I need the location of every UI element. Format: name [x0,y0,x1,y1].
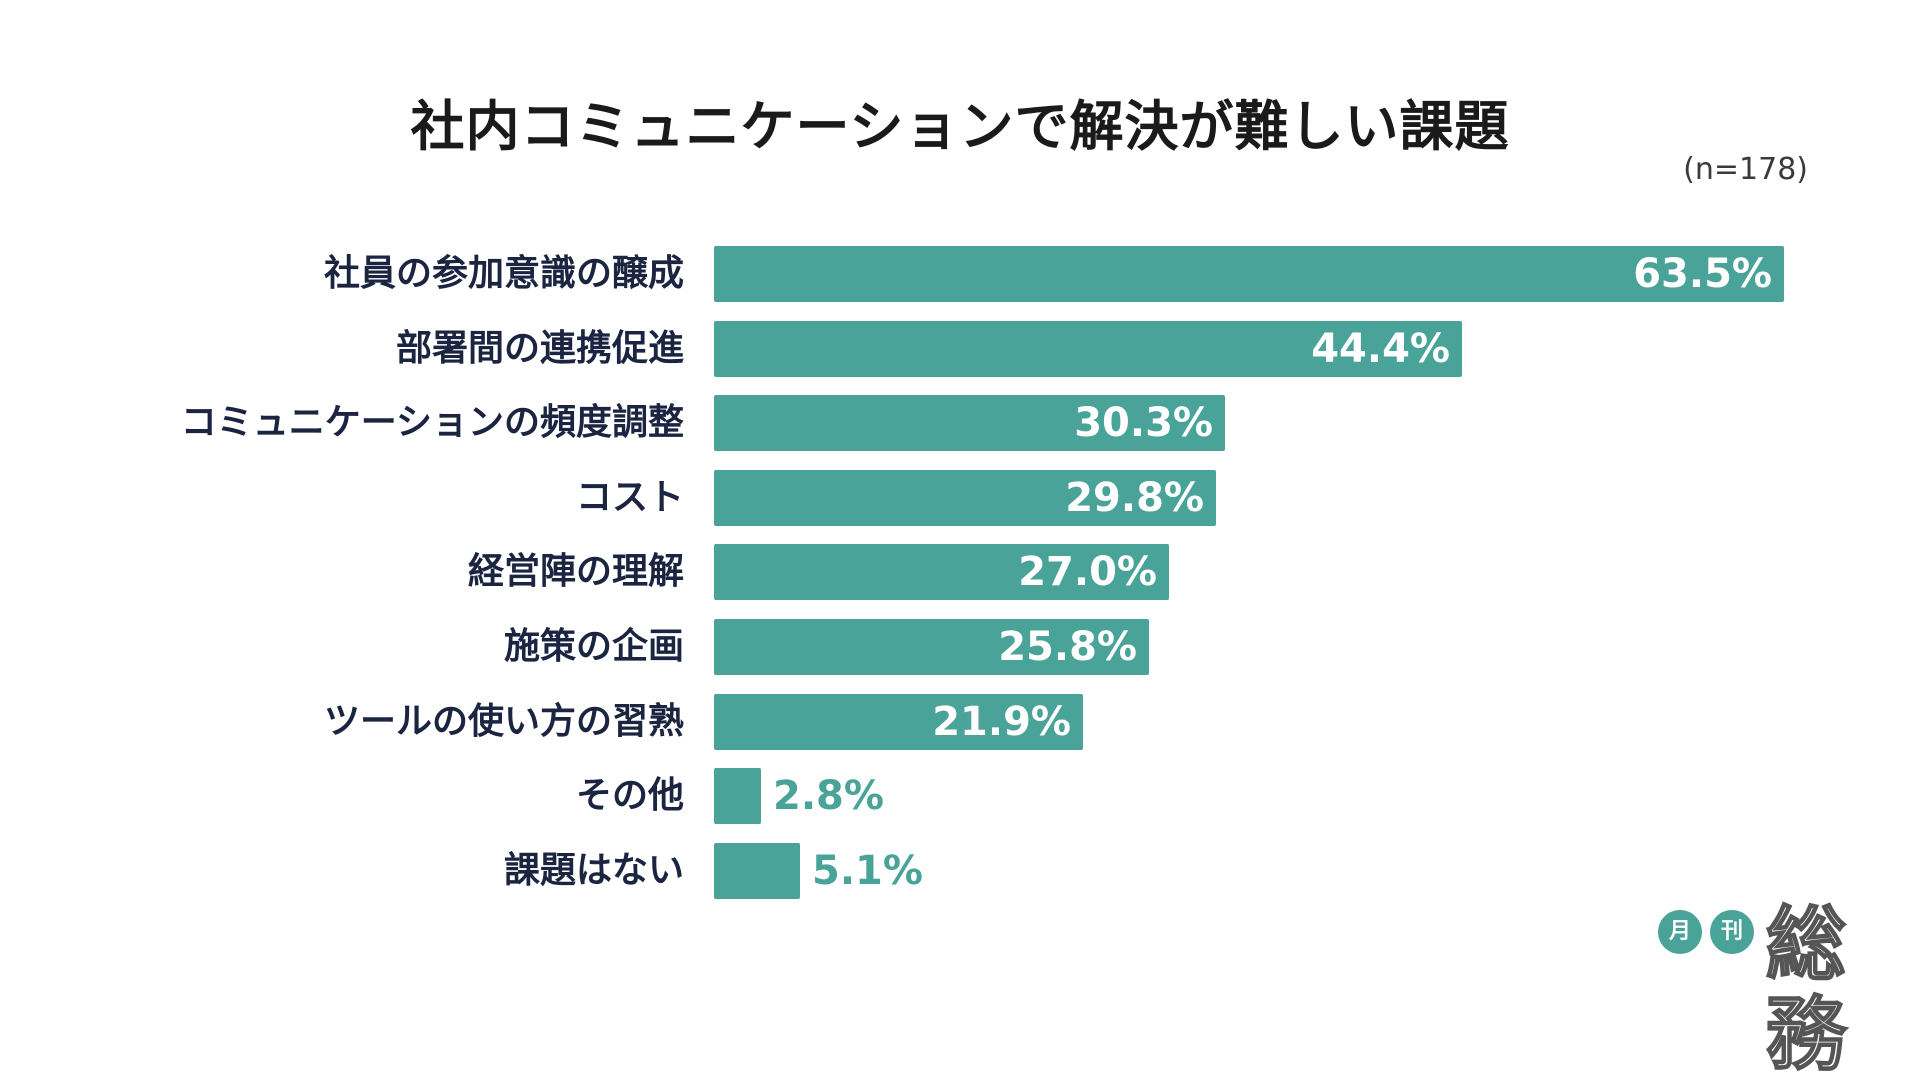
category-label: 課題はない [503,850,684,891]
value-label: 44.4% [1311,326,1450,372]
bar-row: 経営陣の理解 27.0% [0,544,1920,600]
bar-row: コスト 29.8% [0,470,1920,526]
logo-badge-issue: 刊 [1710,910,1754,954]
bar [714,246,1784,302]
value-label: 2.8% [773,773,884,819]
bar [714,694,1083,750]
bar [714,395,1225,451]
bar-row: その他 2.8% [0,768,1920,824]
bar-row: コミュニケーションの頻度調整 30.3% [0,395,1920,451]
bar [714,470,1216,526]
bar [714,544,1169,600]
value-label: 63.5% [1633,251,1772,297]
bar-row: 課題はない 5.1% [0,843,1920,899]
bar [714,843,800,899]
category-label: 施策の企画 [503,626,684,667]
logo-badge-month: 月 [1658,910,1702,954]
publisher-logo: 月 刊 総務 [1658,899,1898,1081]
bar-row: 社員の参加意識の醸成 63.5% [0,246,1920,302]
bar [714,619,1149,675]
value-label: 29.8% [1065,475,1204,521]
bar-row: ツールの使い方の習熟 21.9% [0,694,1920,750]
value-label: 25.8% [998,624,1137,670]
category-label: ツールの使い方の習熟 [323,701,684,742]
bar-row: 施策の企画 25.8% [0,619,1920,675]
value-label: 27.0% [1018,549,1157,595]
category-label: コミュニケーションの頻度調整 [180,402,684,443]
bar-row: 部署間の連携促進 44.4% [0,321,1920,377]
category-label: 経営陣の理解 [467,551,684,592]
category-label: コスト [575,477,684,518]
category-label: 部署間の連携促進 [395,328,684,369]
category-label: その他 [575,775,684,816]
value-label: 21.9% [932,699,1071,745]
logo-wordmark: 総務 [1765,898,1847,1081]
bar [714,321,1462,377]
value-label: 5.1% [812,848,923,894]
sample-size: (n=178) [1683,152,1808,187]
category-label: 社員の参加意識の醸成 [323,253,684,294]
bar [714,768,761,824]
value-label: 30.3% [1074,400,1213,446]
chart-title: 社内コミュニケーションで解決が難しい課題 [410,95,1510,158]
